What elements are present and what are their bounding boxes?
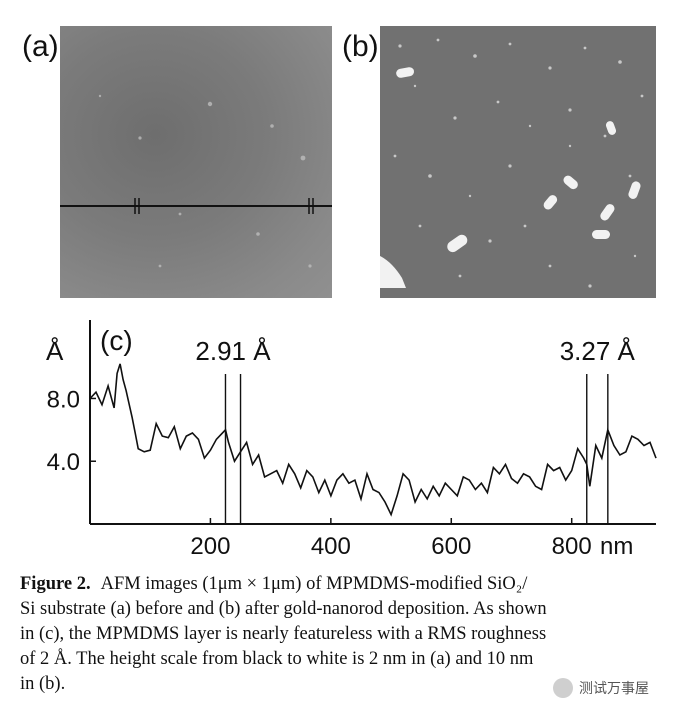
caption-line-5: in (b). bbox=[20, 674, 66, 694]
panel-c-label: (c) bbox=[100, 325, 133, 356]
x-tick-label: 400 bbox=[311, 533, 351, 560]
afm-image-b bbox=[380, 26, 656, 298]
caption-line-4: of 2 Å. The height scale from black to w… bbox=[20, 649, 534, 669]
series-line bbox=[89, 363, 657, 517]
caption-line-1: AFM images (1μm × 1μm) of MPMDMS-modifie… bbox=[100, 574, 528, 594]
y-tick-label: 4.0 bbox=[47, 449, 80, 476]
x-axis-label: nm bbox=[600, 533, 633, 560]
x-tick-label: 800 bbox=[552, 533, 592, 560]
annotation-label: 3.27 Å bbox=[560, 336, 636, 366]
x-tick-label: 600 bbox=[431, 533, 471, 560]
watermark: 测试万事屋 bbox=[553, 678, 649, 698]
height-profile-chart: 200 400 600 800 4.0 8.0 2.91 Å 3.27 Å (c) Å nm bbox=[46, 320, 657, 560]
figure-caption: Figure 2. AFM images (1μm × 1μm) of MPMDM… bbox=[20, 572, 660, 697]
x-tick-label: 200 bbox=[190, 533, 230, 560]
afm-image-a bbox=[60, 26, 332, 298]
y-axis-label: Å bbox=[46, 336, 64, 366]
wechat-icon bbox=[553, 678, 573, 698]
caption-line-2: Si substrate (a) before and (b) after go… bbox=[20, 599, 547, 619]
panel-b-label: (b) bbox=[342, 30, 379, 63]
annotation-label: 2.91 Å bbox=[195, 336, 271, 366]
panel-a-label: (a) bbox=[22, 30, 59, 63]
figure-label: Figure 2. bbox=[20, 574, 91, 594]
y-tick-label: 8.0 bbox=[47, 386, 80, 413]
watermark-text: 测试万事屋 bbox=[579, 681, 649, 697]
caption-line-3: in (c), the MPMDMS layer is nearly featu… bbox=[20, 624, 547, 644]
